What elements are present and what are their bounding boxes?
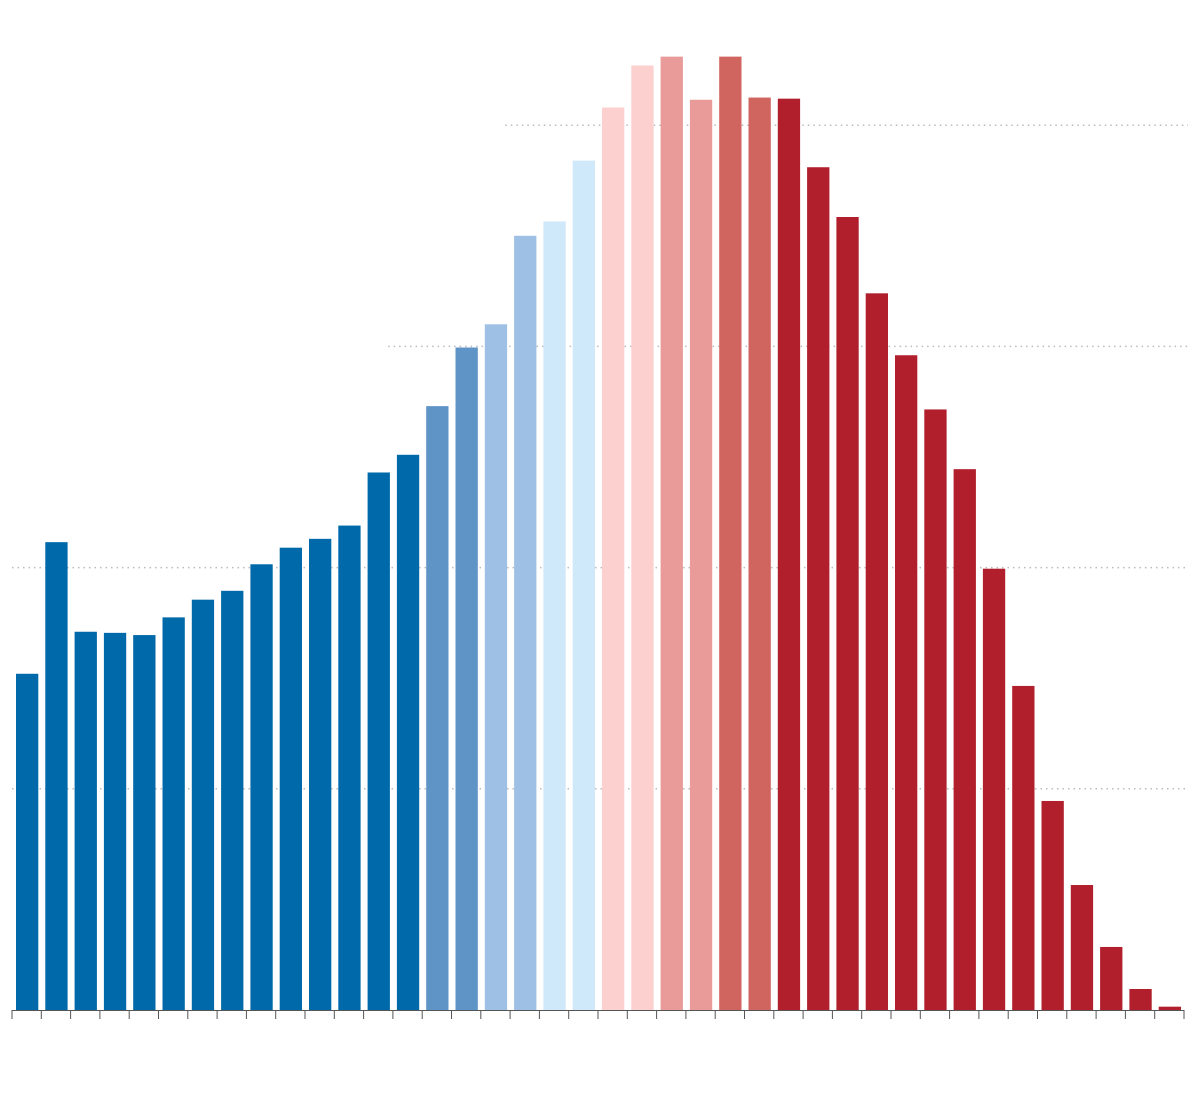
bar-5 — [133, 635, 156, 1010]
x-axis — [11, 1010, 1185, 1019]
bar-14 — [396, 454, 420, 1011]
bar-18 — [514, 235, 537, 1011]
bar-20 — [572, 160, 595, 1011]
bar-16 — [455, 347, 478, 1011]
bar-19 — [543, 221, 566, 1010]
bar-36 — [1041, 800, 1064, 1010]
bar-26 — [748, 97, 771, 1011]
bar-25 — [719, 56, 742, 1011]
bar-24 — [689, 99, 713, 1010]
bar-21 — [602, 107, 625, 1010]
bar-31 — [895, 355, 918, 1010]
bar-22 — [631, 65, 654, 1010]
bar-17 — [484, 324, 508, 1010]
bar-28 — [807, 167, 830, 1010]
bar-7 — [191, 599, 215, 1010]
bar-4 — [103, 632, 127, 1010]
bar-11 — [309, 538, 332, 1010]
bar-6 — [162, 617, 185, 1010]
bars — [16, 56, 1181, 1011]
gridlines — [12, 124, 1188, 790]
bar-3 — [74, 631, 97, 1010]
bar-30 — [865, 293, 888, 1010]
bar-33 — [953, 469, 976, 1010]
bar-27 — [777, 98, 801, 1010]
bar-37 — [1070, 885, 1094, 1010]
bar-1 — [16, 673, 39, 1010]
bar-38 — [1100, 946, 1123, 1010]
bar-23 — [660, 56, 683, 1011]
bar-8 — [221, 590, 244, 1010]
bar-35 — [1012, 685, 1035, 1010]
bar-39 — [1129, 988, 1152, 1010]
bar-12 — [338, 525, 361, 1010]
bar-15 — [426, 406, 449, 1010]
bar-29 — [836, 216, 859, 1011]
bar-40 — [1158, 1006, 1181, 1010]
bar-10 — [279, 547, 302, 1010]
bar-13 — [367, 472, 390, 1010]
bar-2 — [45, 542, 68, 1010]
bar-32 — [924, 409, 947, 1010]
bar-34 — [982, 568, 1006, 1010]
bar-9 — [250, 564, 273, 1010]
